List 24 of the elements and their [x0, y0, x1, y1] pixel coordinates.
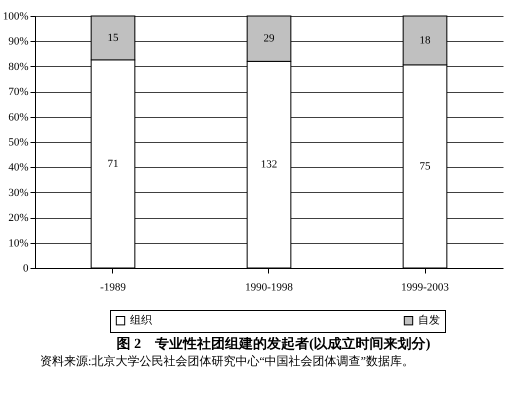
text: 资料来源:北京大学公民社会团体研究中心“中国社会团体调查”数据库。	[40, 353, 415, 370]
x-tick-label: -1989	[100, 282, 126, 294]
text: 图 2 专业性社团组建的发起者(以成立时间来划分)	[116, 336, 432, 353]
y-tick-label: 70%	[8, 86, 28, 98]
y-tick-label: 40%	[8, 162, 28, 174]
y-tick-label: 50%	[8, 136, 28, 148]
y-tick-label: 90%	[8, 36, 28, 48]
y-tick-label: 80%	[8, 60, 28, 73]
y-tick-label: 20%	[8, 212, 28, 224]
annotation: 71	[108, 158, 118, 170]
y-tick-label: 0	[23, 262, 29, 274]
annotation: 75	[420, 160, 431, 172]
annotation: 132	[260, 158, 278, 171]
x-tick-label: 1999-2003	[401, 282, 450, 294]
legend-label: 组织	[130, 314, 152, 327]
y-tick-label: 30%	[8, 186, 28, 199]
annotation: 15	[108, 32, 119, 44]
y-tick-label: 100%	[2, 10, 28, 22]
legend-label: 自发	[418, 314, 440, 327]
annotation: 29	[264, 32, 275, 45]
y-tick-label: 60%	[8, 111, 28, 124]
y-tick-label: 10%	[8, 237, 28, 250]
annotation: 18	[420, 34, 431, 46]
x-tick-label: 1990-1998	[245, 282, 294, 294]
